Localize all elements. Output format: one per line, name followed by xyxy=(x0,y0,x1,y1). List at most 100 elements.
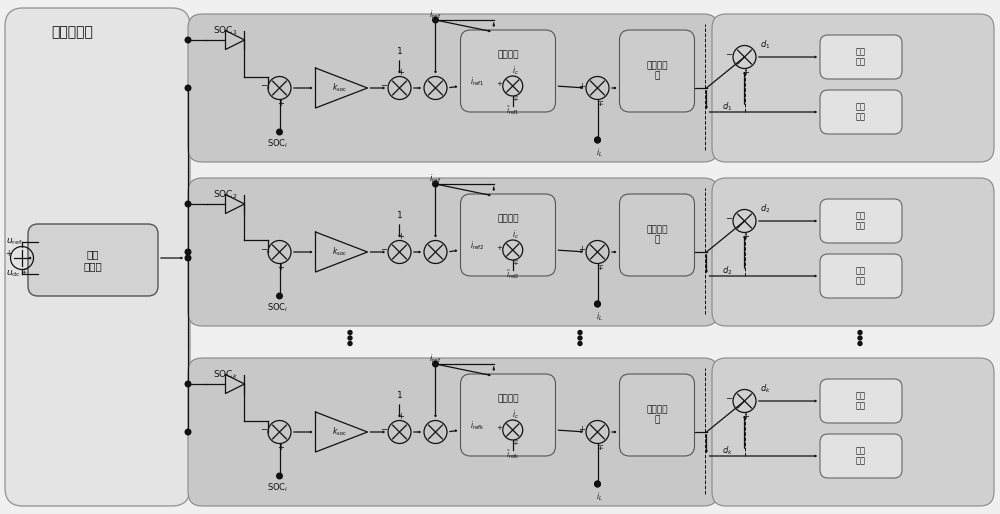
Circle shape xyxy=(595,481,600,487)
Text: +: + xyxy=(397,412,404,421)
Text: +: + xyxy=(742,68,749,77)
Circle shape xyxy=(578,341,582,345)
Text: +: + xyxy=(397,68,404,77)
FancyBboxPatch shape xyxy=(461,194,556,276)
Text: +: + xyxy=(397,232,404,241)
Circle shape xyxy=(433,181,438,187)
Text: $d_{2}$: $d_{2}$ xyxy=(761,203,771,215)
Text: +: + xyxy=(277,443,284,452)
Text: $\tilde{i}_{\rm refk}$: $\tilde{i}_{\rm refk}$ xyxy=(506,449,520,461)
Text: $i_{\rm ref}$: $i_{\rm ref}$ xyxy=(429,173,442,185)
Text: $\mathrm{SOC}_i$: $\mathrm{SOC}_i$ xyxy=(267,482,288,494)
Text: $\mathrm{SOC}_i$: $\mathrm{SOC}_i$ xyxy=(267,138,288,150)
Text: $k_{\rm soc}$: $k_{\rm soc}$ xyxy=(332,426,347,438)
Circle shape xyxy=(185,201,191,207)
Circle shape xyxy=(348,336,352,340)
Text: $i_L$: $i_L$ xyxy=(596,311,603,323)
Text: $i_L$: $i_L$ xyxy=(596,491,603,503)
Circle shape xyxy=(185,429,191,435)
Text: +: + xyxy=(5,248,11,258)
Text: 电流调节
器: 电流调节 器 xyxy=(646,61,668,81)
Text: 电流矫正: 电流矫正 xyxy=(497,394,519,403)
Circle shape xyxy=(595,481,600,487)
Circle shape xyxy=(185,255,191,261)
Circle shape xyxy=(185,85,191,91)
Circle shape xyxy=(185,37,191,43)
FancyBboxPatch shape xyxy=(461,374,556,456)
Text: +: + xyxy=(579,82,585,90)
Text: 电流调节
器: 电流调节 器 xyxy=(646,225,668,245)
Text: 电流矫正: 电流矫正 xyxy=(497,214,519,223)
Text: $\mathrm{SOC}_{k}$: $\mathrm{SOC}_{k}$ xyxy=(213,369,238,381)
FancyBboxPatch shape xyxy=(28,224,158,296)
Text: ∓: ∓ xyxy=(512,260,518,266)
FancyBboxPatch shape xyxy=(461,30,556,112)
Text: $u_{\rm ref}$: $u_{\rm ref}$ xyxy=(6,237,23,247)
Text: $u_{\rm dc}$: $u_{\rm dc}$ xyxy=(6,269,21,279)
Text: $i_{\rm ref}$: $i_{\rm ref}$ xyxy=(429,9,442,21)
Text: $i_{\rm refk}$: $i_{\rm refk}$ xyxy=(471,420,485,432)
Text: +: + xyxy=(579,246,585,254)
Circle shape xyxy=(348,331,352,335)
Text: ∓: ∓ xyxy=(512,440,518,446)
Circle shape xyxy=(277,129,282,135)
Circle shape xyxy=(433,17,438,23)
Text: +: + xyxy=(579,426,585,434)
Text: +: + xyxy=(277,99,284,108)
Text: 放电
输出: 放电 输出 xyxy=(856,102,866,122)
Text: $i_L$: $i_L$ xyxy=(596,147,603,159)
Circle shape xyxy=(185,249,191,255)
Circle shape xyxy=(595,137,600,143)
FancyBboxPatch shape xyxy=(820,379,902,423)
Text: $\mathrm{SOC}_{2}$: $\mathrm{SOC}_{2}$ xyxy=(213,189,238,201)
Text: $\tilde{i}_{\rm ref2}$: $\tilde{i}_{\rm ref2}$ xyxy=(506,269,519,281)
Text: $i_{\rm ref}$: $i_{\rm ref}$ xyxy=(429,353,442,365)
Text: +: + xyxy=(742,232,749,241)
FancyBboxPatch shape xyxy=(188,358,718,506)
Text: 公共电压环: 公共电压环 xyxy=(51,25,93,39)
Circle shape xyxy=(578,331,582,335)
Text: ∓: ∓ xyxy=(596,99,603,108)
Text: −: − xyxy=(260,246,268,254)
Text: −: − xyxy=(260,426,268,434)
Text: $k_{\rm soc}$: $k_{\rm soc}$ xyxy=(332,246,347,258)
Text: 放电
输出: 放电 输出 xyxy=(856,266,866,286)
Text: $d_{1}$: $d_{1}$ xyxy=(761,39,771,51)
FancyBboxPatch shape xyxy=(820,90,902,134)
Text: −: − xyxy=(726,50,732,60)
Text: $k_{\rm soc}$: $k_{\rm soc}$ xyxy=(332,82,347,94)
FancyBboxPatch shape xyxy=(5,8,190,506)
FancyBboxPatch shape xyxy=(620,194,694,276)
FancyBboxPatch shape xyxy=(188,14,718,162)
Text: −: − xyxy=(260,82,268,90)
Text: −: − xyxy=(381,246,388,254)
Text: +: + xyxy=(277,263,284,272)
Circle shape xyxy=(595,301,600,307)
Text: −: − xyxy=(726,214,732,224)
Text: 电压
调节器: 电压 调节器 xyxy=(84,249,102,271)
Text: $\tilde{i}_{\rm ref1}$: $\tilde{i}_{\rm ref1}$ xyxy=(506,105,519,117)
Circle shape xyxy=(277,293,282,299)
Text: 充电
输出: 充电 输出 xyxy=(856,211,866,231)
Text: $i_c$: $i_c$ xyxy=(512,229,519,241)
Circle shape xyxy=(595,137,600,143)
Text: 充电
输出: 充电 输出 xyxy=(856,391,866,411)
FancyBboxPatch shape xyxy=(620,374,694,456)
Text: $d_{k}$: $d_{k}$ xyxy=(761,383,771,395)
FancyBboxPatch shape xyxy=(820,199,902,243)
Text: 1: 1 xyxy=(397,47,402,57)
Text: $i_{\rm ref1}$: $i_{\rm ref1}$ xyxy=(471,76,485,88)
Text: $i_c$: $i_c$ xyxy=(512,409,519,421)
Circle shape xyxy=(185,381,191,387)
Circle shape xyxy=(348,341,352,345)
Text: ∓: ∓ xyxy=(596,443,603,452)
Circle shape xyxy=(595,301,600,307)
Text: 放电
输出: 放电 输出 xyxy=(856,446,866,466)
Circle shape xyxy=(858,336,862,340)
Circle shape xyxy=(433,361,438,367)
Text: $\mathrm{SOC}_i$: $\mathrm{SOC}_i$ xyxy=(267,302,288,314)
Text: +: + xyxy=(496,245,502,251)
Text: 1: 1 xyxy=(397,392,402,400)
Text: +: + xyxy=(742,412,749,421)
Text: +: + xyxy=(496,81,502,87)
